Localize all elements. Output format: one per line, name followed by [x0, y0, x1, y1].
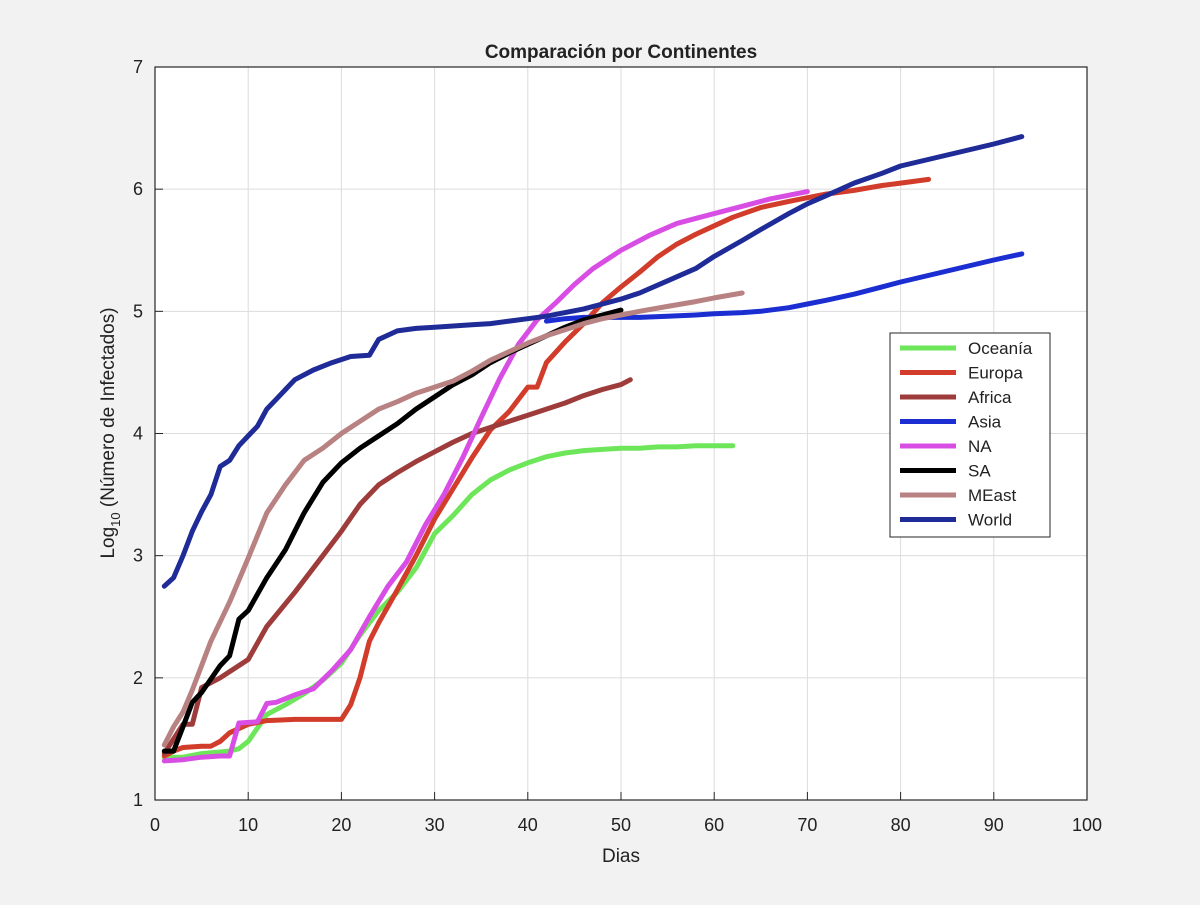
legend-label: MEast	[968, 486, 1016, 505]
x-tick-label: 100	[1072, 815, 1102, 835]
y-axis-label-subscript: 10	[108, 512, 123, 526]
x-tick-label: 90	[984, 815, 1004, 835]
y-axis-label-rest: (Número de Infectados)	[98, 307, 119, 512]
x-tick-label: 40	[518, 815, 538, 835]
legend-label: World	[968, 511, 1012, 530]
x-axis-label: Dias	[602, 846, 640, 867]
legend-label: Europa	[968, 364, 1023, 383]
y-tick-label: 7	[133, 57, 143, 77]
y-axis-label-main: Log	[98, 527, 119, 559]
series-line-world	[161, 134, 1025, 589]
y-tick-label: 2	[133, 668, 143, 688]
x-tick-label: 50	[611, 815, 631, 835]
y-axis-ticks: 1 2 3 4 5 6 7	[133, 57, 163, 810]
x-axis-ticks: 0 10 20 30 40 50 60 70 80 90 100	[150, 792, 1102, 835]
x-tick-label: 80	[891, 815, 911, 835]
x-tick-label: 30	[425, 815, 445, 835]
x-tick-label: 60	[704, 815, 724, 835]
series-line-oceania	[161, 443, 736, 760]
legend-label: Africa	[968, 388, 1012, 407]
x-tick-label: 0	[150, 815, 160, 835]
legend-label: Asia	[968, 413, 1002, 432]
chart-title: Comparación por Continentes	[485, 42, 757, 63]
series-lines	[161, 134, 1025, 764]
legend-box	[889, 332, 1051, 538]
legend-label: SA	[968, 462, 991, 481]
x-tick-label: 70	[797, 815, 817, 835]
y-tick-label: 6	[133, 179, 143, 199]
x-tick-label: 20	[331, 815, 351, 835]
grid	[155, 67, 1087, 800]
legend-label: NA	[968, 437, 992, 456]
y-axis-label: Log10 (Número de Infectados)	[98, 307, 123, 558]
series-line-na	[161, 189, 810, 764]
legend-label: Oceanía	[968, 339, 1033, 358]
y-tick-label: 4	[133, 424, 143, 444]
y-tick-label: 5	[133, 301, 143, 321]
y-tick-label: 3	[133, 546, 143, 566]
legend: Oceanía Europa Africa Asia NA SA MEast World	[889, 332, 1051, 538]
y-tick-label: 1	[133, 790, 143, 810]
x-tick-label: 10	[238, 815, 258, 835]
series-line-meast	[161, 290, 745, 748]
